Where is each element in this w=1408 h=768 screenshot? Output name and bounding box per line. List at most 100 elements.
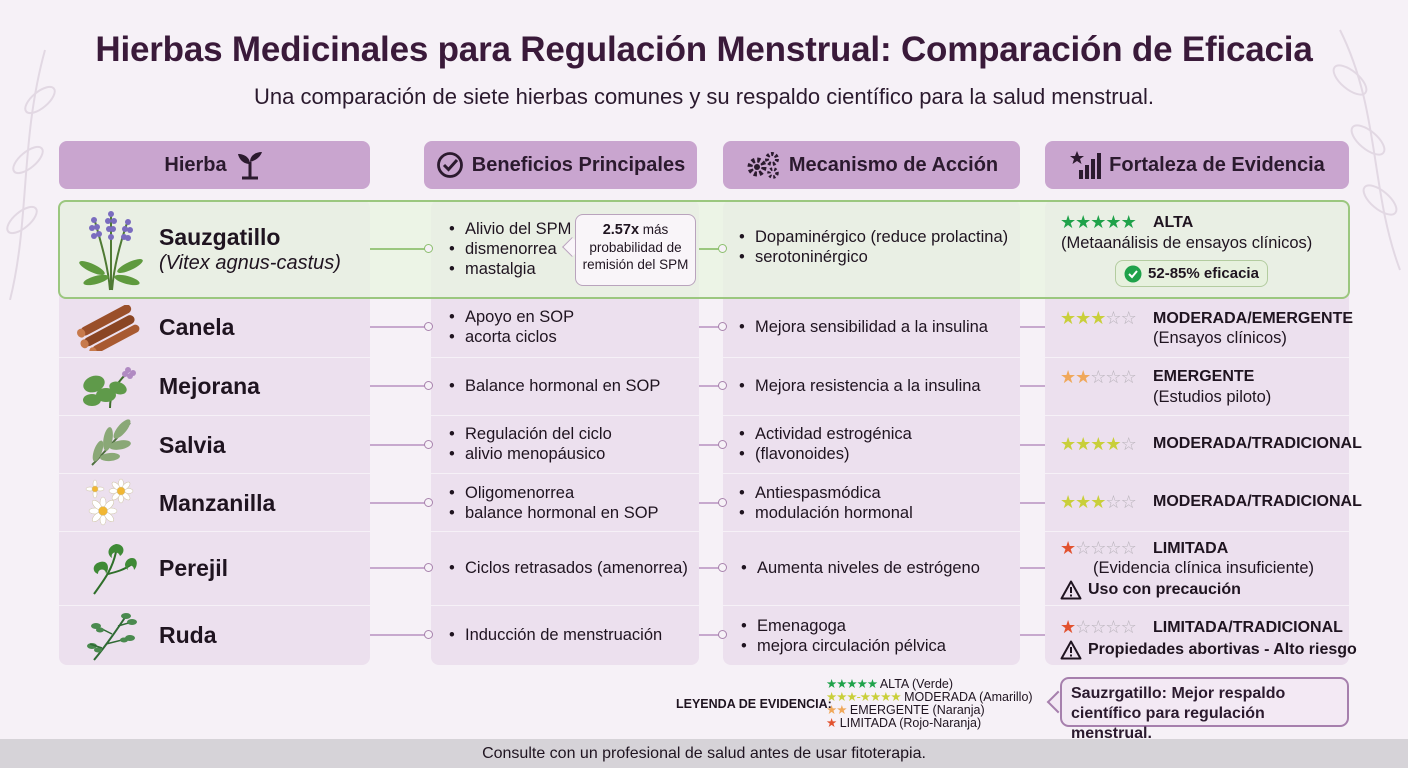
row-connector <box>699 502 723 504</box>
column-header-evidence: Fortaleza de Evidencia <box>1045 141 1349 189</box>
benefit-item: Alivio del SPM <box>449 219 571 239</box>
row-connector <box>1020 502 1045 504</box>
row-connector <box>699 567 723 569</box>
mechanism-item: Aumenta niveles de estrógeno <box>741 558 980 578</box>
warning-triangle-icon <box>1060 640 1082 660</box>
row-connector <box>370 248 430 250</box>
legend-title: LEYENDA DE EVIDENCIA: <box>676 697 832 711</box>
column-header-herb-label: Hierba <box>164 153 227 176</box>
row-separator <box>59 415 1349 416</box>
page-title: Hierbas Medicinales para Regulación Mens… <box>95 30 1313 69</box>
star-filled-icon: ★ <box>1075 434 1091 454</box>
herb-name: Manzanilla <box>159 490 276 516</box>
efficacy-badge: 52-85% eficacia <box>1115 260 1268 287</box>
warning-note: Propiedades abortivas - Alto riesgo <box>1060 640 1357 660</box>
best-support-callout: Sauzrgatillo: Mejor respaldo científico … <box>1060 677 1349 742</box>
connector-dot <box>718 630 727 639</box>
connector-dot <box>424 440 433 449</box>
connector-dot <box>718 498 727 507</box>
star-filled-icon: ★ <box>1090 308 1106 328</box>
star-filled-icon: ★ <box>1090 492 1106 512</box>
connector-dot <box>424 381 433 390</box>
best-support-line: Sauzrgatillo: Mejor respaldo <box>1071 685 1286 702</box>
star-filled-icon: ★ <box>1060 434 1076 454</box>
mechanism-list: Emenagoga mejora circulación pélvica <box>741 616 946 656</box>
bar-chart-star-icon <box>1070 151 1102 179</box>
star-filled-icon: ★ <box>1105 212 1121 232</box>
background-leaf-right-icon <box>1332 29 1401 271</box>
page-subtitle: Una comparación de siete hierbas comunes… <box>253 84 1155 109</box>
benefit-item: mastalgia <box>449 259 571 279</box>
star-filled-icon: ★ <box>1075 492 1091 512</box>
star-empty-icon: ☆ <box>1105 538 1121 558</box>
benefits-list: Inducción de menstruación <box>449 625 662 645</box>
connector-dot <box>424 322 433 331</box>
star-filled-icon: ★ <box>1090 212 1106 232</box>
star-empty-icon: ☆ <box>1090 617 1106 637</box>
legend-stars: ★★★-★★★★ <box>826 690 902 704</box>
row-connector <box>1020 444 1045 446</box>
row-connector <box>1020 385 1045 387</box>
row-separator <box>59 473 1349 474</box>
mechanism-list: Aumenta niveles de estrógeno <box>741 558 980 578</box>
row-connector <box>699 385 723 387</box>
herb-name: Ruda <box>159 622 217 648</box>
column-header-benefits: Beneficios Principales <box>424 141 697 189</box>
connector-dot <box>424 498 433 507</box>
evidence-level: ALTA <box>1153 214 1194 231</box>
row-separator <box>59 531 1349 532</box>
mechanism-list: Mejora resistencia a la insulina <box>739 376 981 396</box>
sage-leaves-icon <box>91 419 131 466</box>
remission-callout: 2.57x más probabilidad de remisión del S… <box>575 214 696 286</box>
cinnamon-sticks-icon <box>77 305 140 351</box>
legend-item-limited: ★ LIMITADA (Rojo-Naranja) <box>826 716 981 730</box>
benefits-list: Oligomenorrea balance hormonal en SOP <box>449 483 659 523</box>
row-connector <box>699 248 723 250</box>
star-filled-icon: ★ <box>1060 308 1076 328</box>
row-connector <box>370 385 430 387</box>
column-header-mechanism-label: Mecanismo de Acción <box>788 153 999 176</box>
mechanism-item: Emenagoga <box>741 616 946 636</box>
legend-item-emerging: ★★ EMERGENTE (Naranja) <box>826 703 985 717</box>
connector-dot <box>424 630 433 639</box>
mechanism-item: Actividad estrogénica <box>739 424 912 444</box>
star-empty-icon: ☆ <box>1120 538 1137 558</box>
column-header-evidence-label: Fortaleza de Evidencia <box>1109 153 1325 176</box>
evidence-note: (Metaanálisis de ensayos clínicos) <box>1061 234 1313 252</box>
evidence-stars: ★★★★☆ <box>1060 434 1137 454</box>
warning-note-label: Propiedades abortivas - Alto riesgo <box>1088 641 1357 658</box>
gears-icon <box>747 152 779 179</box>
star-empty-icon: ☆ <box>1075 538 1091 558</box>
row-connector <box>699 444 723 446</box>
star-filled-icon: ★ <box>1120 212 1137 232</box>
row-connector <box>370 634 430 636</box>
evidence-stars: ★★★☆☆ <box>1060 308 1137 328</box>
check-circle-icon <box>436 152 463 178</box>
connector-dot <box>718 563 727 572</box>
benefits-list: Regulación del ciclo alivio menopáusico <box>449 424 612 464</box>
star-empty-icon: ☆ <box>1120 434 1137 454</box>
row-connector <box>1020 326 1045 328</box>
check-circle-icon <box>1124 265 1142 282</box>
legend-label: MODERADA (Amarillo) <box>904 690 1033 704</box>
evidence-stars: ★★☆☆☆ <box>1060 367 1137 387</box>
connector-dot <box>718 322 727 331</box>
mechanism-item-continued: (flavonoides) <box>739 444 912 464</box>
herb-name: Sauzgatillo <box>159 224 281 250</box>
mechanism-list: Dopaminérgico (reduce prolactina) seroto… <box>739 227 1008 267</box>
marjoram-leaves-icon <box>83 367 136 409</box>
row-separator <box>59 357 1349 358</box>
evidence-note: (Evidencia clínica insuficiente) <box>1093 559 1315 577</box>
connector-dot <box>718 440 727 449</box>
star-empty-icon: ☆ <box>1105 308 1121 328</box>
connector-dot <box>424 563 433 572</box>
benefit-item: balance hormonal en SOP <box>449 503 659 523</box>
mechanism-list: Antiespasmódica modulación hormonal <box>739 483 913 523</box>
benefit-item: alivio menopáusico <box>449 444 612 464</box>
legend-stars: ★★★★★ <box>826 677 878 691</box>
star-empty-icon: ☆ <box>1105 492 1121 512</box>
mechanism-item: Mejora resistencia a la insulina <box>739 376 981 396</box>
star-filled-icon: ★ <box>1075 367 1091 387</box>
column-header-mechanism: Mecanismo de Acción <box>723 141 1020 189</box>
row-connector <box>699 634 723 636</box>
